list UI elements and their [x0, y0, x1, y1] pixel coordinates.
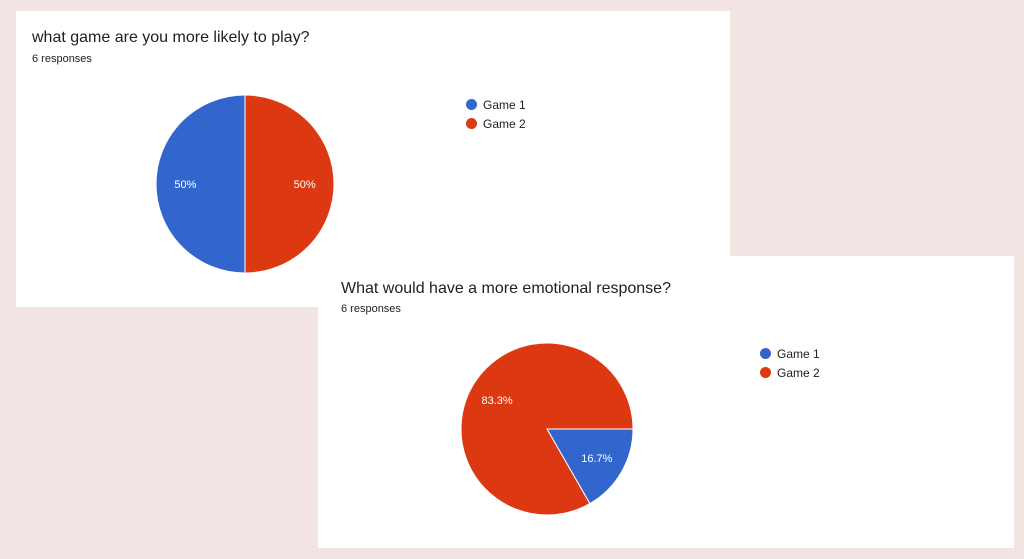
legend-item-game-1[interactable]: Game 1	[760, 344, 820, 363]
legend-swatch-game-1	[466, 99, 477, 110]
legend-label: Game 2	[777, 365, 820, 380]
response-count: 6 responses	[341, 303, 401, 315]
pie-slice-game-1[interactable]	[546, 428, 634, 505]
legend: Game 1 Game 2	[760, 344, 820, 382]
legend-item-game-2[interactable]: Game 2	[466, 114, 526, 133]
question-title: What would have a more emotional respons…	[341, 280, 671, 297]
legend-swatch-game-2	[760, 367, 771, 378]
legend: Game 1 Game 2	[466, 95, 526, 133]
legend-item-game-1[interactable]: Game 1	[466, 95, 526, 114]
legend-label: Game 2	[483, 116, 526, 131]
response-count: 6 responses	[32, 53, 92, 65]
pie-chart: 16.7% 83.3%	[460, 342, 634, 516]
legend-item-game-2[interactable]: Game 2	[760, 363, 820, 382]
pie-chart: 50% 50%	[155, 94, 335, 274]
pie-slice-label: 50%	[174, 179, 196, 191]
pie-slice-label: 83.3%	[482, 395, 513, 407]
legend-label: Game 1	[777, 346, 820, 361]
pie-slice-label: 50%	[294, 179, 316, 191]
pie-slice-game-2[interactable]	[460, 342, 634, 516]
question-title: what game are you more likely to play?	[32, 29, 310, 46]
chart-card-emotional-response: What would have a more emotional respons…	[318, 256, 1014, 548]
pie-slice-label: 16.7%	[581, 453, 612, 465]
legend-label: Game 1	[483, 97, 526, 112]
pie-slice-game-1[interactable]	[155, 94, 246, 274]
legend-swatch-game-1	[760, 348, 771, 359]
pie-slice-game-2[interactable]	[244, 94, 335, 274]
legend-swatch-game-2	[466, 118, 477, 129]
